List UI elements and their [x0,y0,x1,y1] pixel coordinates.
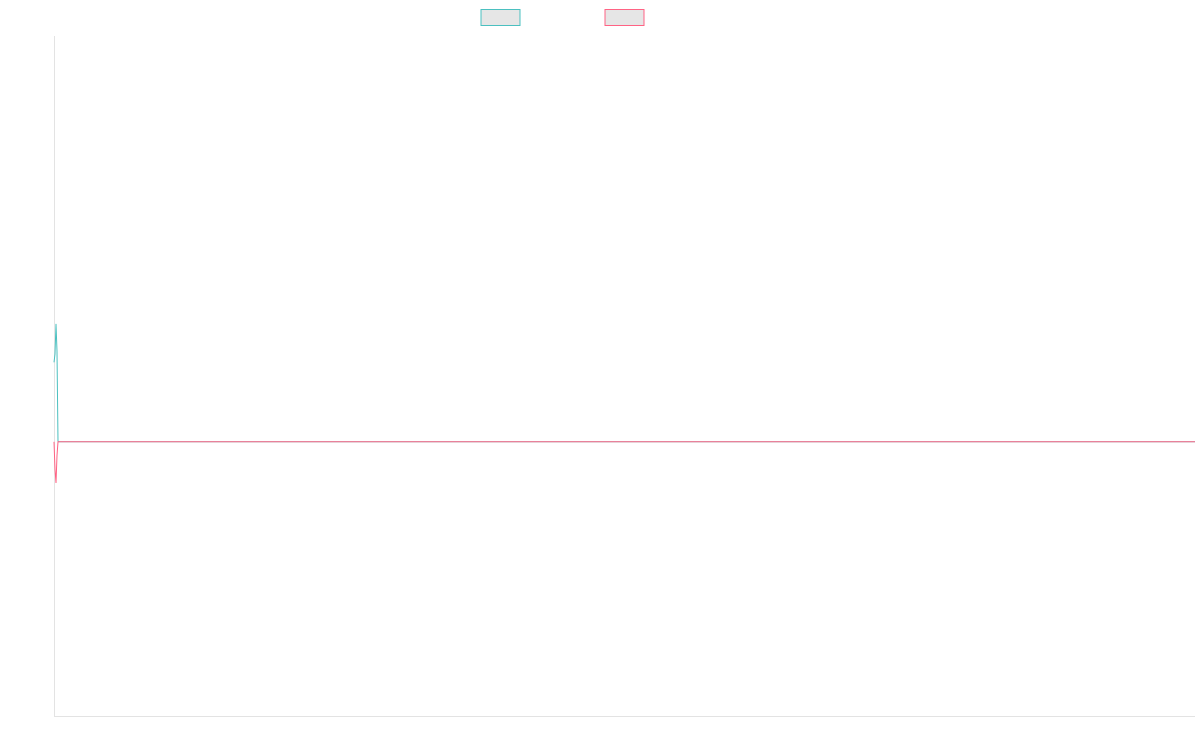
plot-area [53,323,1195,483]
legend [480,9,645,26]
series-b-line [53,441,1195,483]
legend-swatch-series-a[interactable] [480,9,521,26]
legend-swatch-series-b[interactable] [604,9,645,26]
series-a-line [53,323,1195,443]
